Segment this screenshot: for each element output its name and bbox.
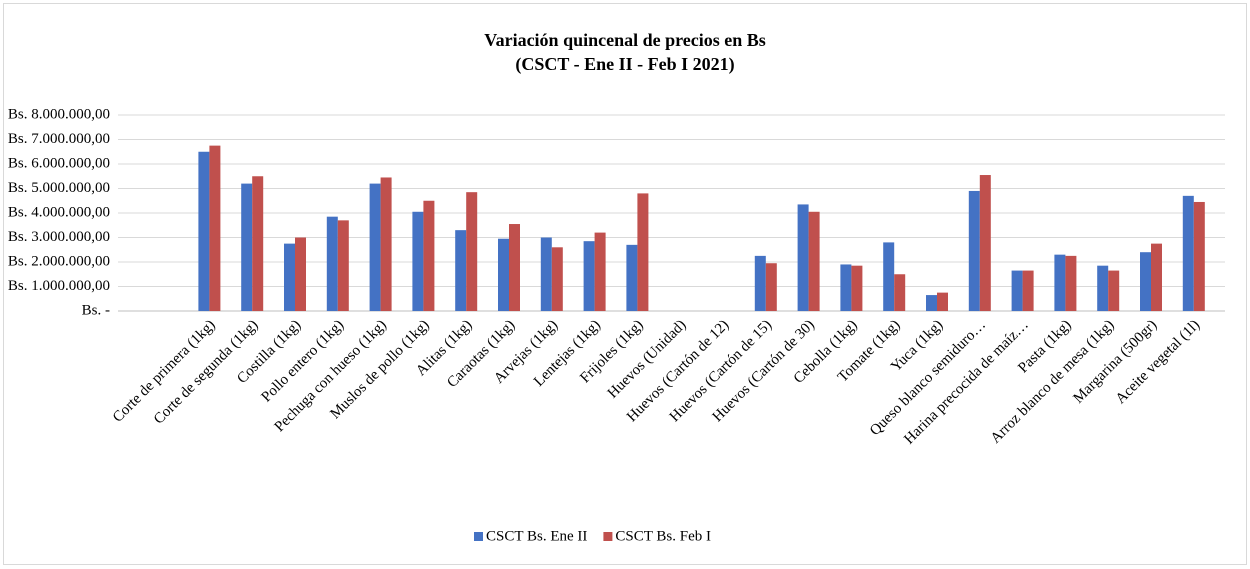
- y-tick-label: Bs. 2.000.000,00: [8, 253, 110, 269]
- y-tick-label: Bs. 6.000.000,00: [8, 155, 110, 171]
- bar: [594, 232, 606, 311]
- bar: [583, 241, 595, 311]
- bar: [626, 244, 638, 311]
- bar: [1054, 254, 1066, 311]
- bar: [412, 211, 424, 311]
- bar: [637, 193, 649, 311]
- y-tick-label: Bs. 3.000.000,00: [8, 229, 110, 245]
- y-tick-label: Bs. -: [82, 302, 110, 318]
- bar: [1140, 252, 1151, 311]
- bar: [765, 263, 777, 311]
- chart-subtitle: (CSCT - Ene II - Feb I 2021): [515, 54, 734, 75]
- bar: [241, 183, 253, 311]
- bar: [754, 255, 766, 311]
- bar: [808, 211, 820, 311]
- legend-swatch: [603, 532, 613, 541]
- bar: [1182, 195, 1194, 311]
- bar: [968, 190, 980, 311]
- bar: [295, 237, 306, 311]
- bar: [1108, 270, 1120, 311]
- bar: [840, 264, 852, 311]
- bar: [979, 175, 991, 311]
- y-tick-label: Bs. 7.000.000,00: [8, 131, 110, 147]
- bar: [883, 242, 895, 311]
- bar: [551, 247, 563, 311]
- bar: [540, 237, 552, 311]
- y-tick-label: Bs. 8.000.000,00: [8, 106, 110, 122]
- bar: [466, 192, 478, 311]
- bar: [498, 238, 509, 311]
- bar: [894, 274, 906, 311]
- bar: [380, 177, 392, 311]
- bar: [1065, 255, 1077, 311]
- bar: [1193, 201, 1205, 311]
- bar: [369, 183, 381, 311]
- bar: [455, 230, 467, 311]
- bar: [337, 220, 349, 311]
- bar: [284, 243, 295, 311]
- legend-label: CSCT Bs. Ene II: [486, 528, 587, 544]
- y-tick-label: Bs. 1.000.000,00: [8, 278, 110, 294]
- bar: [1022, 270, 1034, 311]
- bar: [1097, 265, 1109, 311]
- bar: [326, 216, 338, 311]
- bar: [1151, 243, 1162, 311]
- bar: [509, 224, 520, 311]
- bar: [937, 292, 948, 311]
- bar: [851, 265, 863, 311]
- y-tick-label: Bs. 4.000.000,00: [8, 204, 110, 220]
- bar: [198, 151, 210, 311]
- bar: [926, 295, 937, 311]
- bar: [1011, 270, 1023, 311]
- bar: [209, 145, 221, 311]
- chart-title: Variación quincenal de precios en Bs: [484, 30, 766, 50]
- y-tick-label: Bs. 5.000.000,00: [8, 180, 110, 196]
- bar: [797, 204, 809, 311]
- bar: [252, 176, 264, 311]
- legend-label: CSCT Bs. Feb I: [615, 528, 711, 544]
- legend-swatch: [474, 532, 483, 541]
- bar: [423, 200, 435, 311]
